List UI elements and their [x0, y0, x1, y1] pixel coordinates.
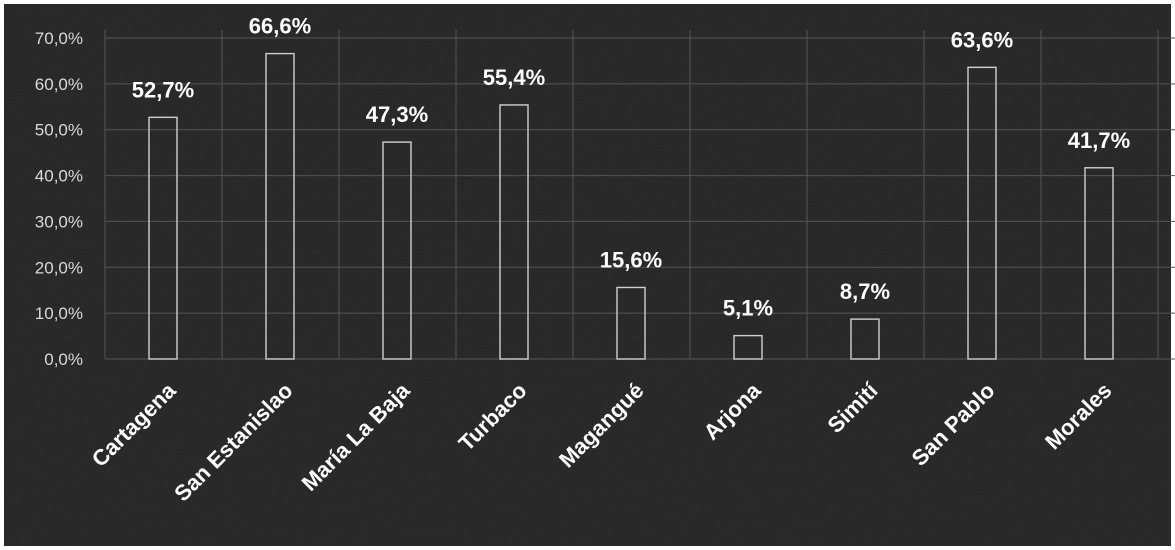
- bar: [382, 141, 412, 360]
- bar: [1084, 167, 1114, 360]
- data-label: 47,3%: [366, 102, 428, 127]
- bars: [148, 52, 1114, 360]
- data-labels: 52,7% 66,6% 47,3% 55,4% 15,6% 5,1% 8,7% 63,6% 41…: [132, 14, 1130, 321]
- bar: [967, 66, 997, 360]
- y-tick-label: 30,0%: [35, 212, 83, 231]
- data-label: 66,6%: [249, 14, 311, 39]
- data-label: 52,7%: [132, 77, 194, 102]
- y-tick-label: 0,0%: [44, 350, 83, 369]
- y-tick-label: 10,0%: [35, 304, 83, 323]
- data-label: 15,6%: [600, 247, 662, 272]
- bar: [733, 334, 763, 360]
- chart-background: [4, 4, 1171, 546]
- gridlines: [104, 30, 1175, 360]
- data-label: 63,6%: [951, 27, 1013, 52]
- bar: [148, 116, 178, 360]
- y-tick-label: 70,0%: [35, 29, 83, 48]
- data-label: 55,4%: [483, 65, 545, 90]
- y-tick-label: 20,0%: [35, 258, 83, 277]
- data-label: 5,1%: [723, 296, 773, 321]
- data-label: 41,7%: [1068, 128, 1130, 153]
- bar: [850, 318, 880, 360]
- bar: [265, 52, 295, 360]
- bar: [616, 286, 646, 360]
- y-tick-label: 60,0%: [35, 75, 83, 94]
- data-label: 8,7%: [840, 279, 890, 304]
- y-tick-label: 50,0%: [35, 121, 83, 140]
- bar: [499, 104, 529, 360]
- y-tick-label: 40,0%: [35, 167, 83, 186]
- y-axis-tick-labels: 0,0% 10,0% 20,0% 30,0% 40,0% 50,0% 60,0% 70,0%: [35, 29, 83, 369]
